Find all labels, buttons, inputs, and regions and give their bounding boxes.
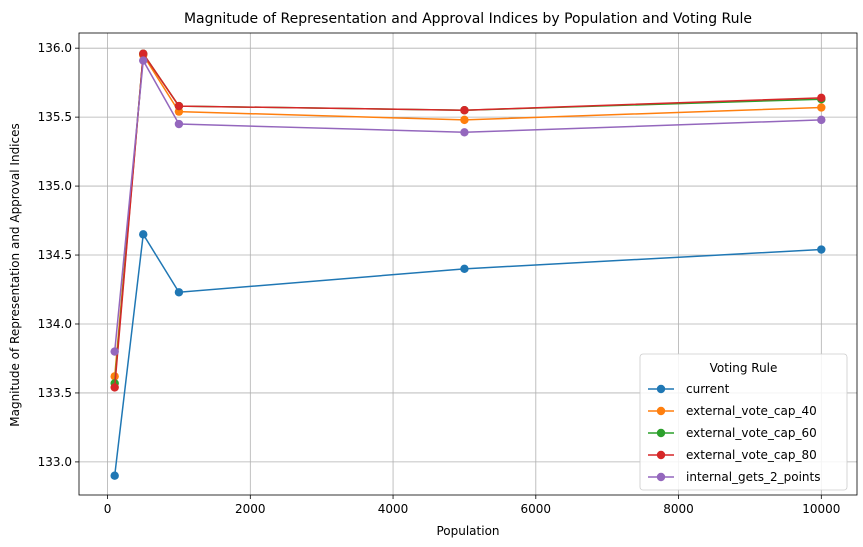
data-point <box>110 471 119 480</box>
data-point <box>817 93 826 103</box>
x-tick-label: 6000 <box>521 502 552 516</box>
legend-swatch-marker <box>656 472 666 482</box>
y-axis: 133.0 133.5 134.0 134.5 135.0 135.5 136.0 <box>38 41 79 469</box>
series-internal_gets_2_points <box>110 56 826 356</box>
legend-title: Voting Rule <box>710 361 778 375</box>
series-current <box>110 230 826 480</box>
data-point <box>139 49 148 58</box>
data-point <box>110 347 119 356</box>
data-point <box>817 245 826 254</box>
x-tick-label: 10000 <box>802 502 840 516</box>
data-point <box>174 288 184 297</box>
series-line <box>113 51 822 388</box>
data-point <box>174 101 184 111</box>
x-tick-label: 2000 <box>235 502 266 516</box>
series-line <box>113 52 822 377</box>
x-axis-label: Population <box>436 524 499 538</box>
series-external_vote_cap_60 <box>110 49 826 388</box>
data-point <box>460 128 469 137</box>
x-tick-label: 8000 <box>663 502 694 516</box>
series-external_vote_cap_80 <box>110 49 826 392</box>
legend-entry-label: external_vote_cap_40 <box>686 404 817 418</box>
series-line <box>113 51 822 384</box>
y-tick-label: 133.0 <box>38 455 72 469</box>
series-line <box>113 58 822 352</box>
legend-swatch-marker <box>656 450 666 460</box>
data-point <box>460 264 469 274</box>
x-axis: 0 2000 4000 6000 8000 10000 <box>104 495 840 516</box>
data-point <box>460 115 469 125</box>
legend-entry-label: external_vote_cap_80 <box>686 448 817 462</box>
y-tick-label: 136.0 <box>38 41 72 55</box>
data-point <box>460 106 469 115</box>
legend-entry-label: current <box>686 382 730 396</box>
legend-box <box>639 353 848 491</box>
legend: Voting Rule current external_vote_cap_40ex… <box>639 353 848 491</box>
data-point <box>817 115 826 125</box>
legend-swatch-marker <box>656 428 666 438</box>
x-tick-label: 4000 <box>378 502 409 516</box>
x-tick-label: 0 <box>104 502 112 516</box>
legend-swatch-marker <box>656 406 666 416</box>
y-tick-label: 135.0 <box>38 179 72 193</box>
y-tick-label: 133.5 <box>38 386 72 400</box>
legend-entry-label: internal_gets_2_points <box>686 470 821 484</box>
y-tick-label: 134.0 <box>38 317 72 331</box>
legend-entry-label: external_vote_cap_60 <box>686 426 817 440</box>
y-tick-label: 134.5 <box>38 248 72 262</box>
data-point <box>139 230 148 239</box>
series-layer <box>110 49 826 480</box>
chart-title: Magnitude of Representation and Approval… <box>184 11 752 27</box>
data-point <box>817 103 826 112</box>
legend-swatch-marker <box>656 384 666 394</box>
plot-frame <box>78 32 858 496</box>
y-axis-label: Magnitude of Representation and Approval… <box>8 123 22 427</box>
data-point <box>174 119 184 129</box>
series-external_vote_cap_40 <box>110 50 826 381</box>
y-tick-label: 135.5 <box>38 110 72 124</box>
data-point <box>139 56 148 65</box>
data-point <box>110 383 119 392</box>
